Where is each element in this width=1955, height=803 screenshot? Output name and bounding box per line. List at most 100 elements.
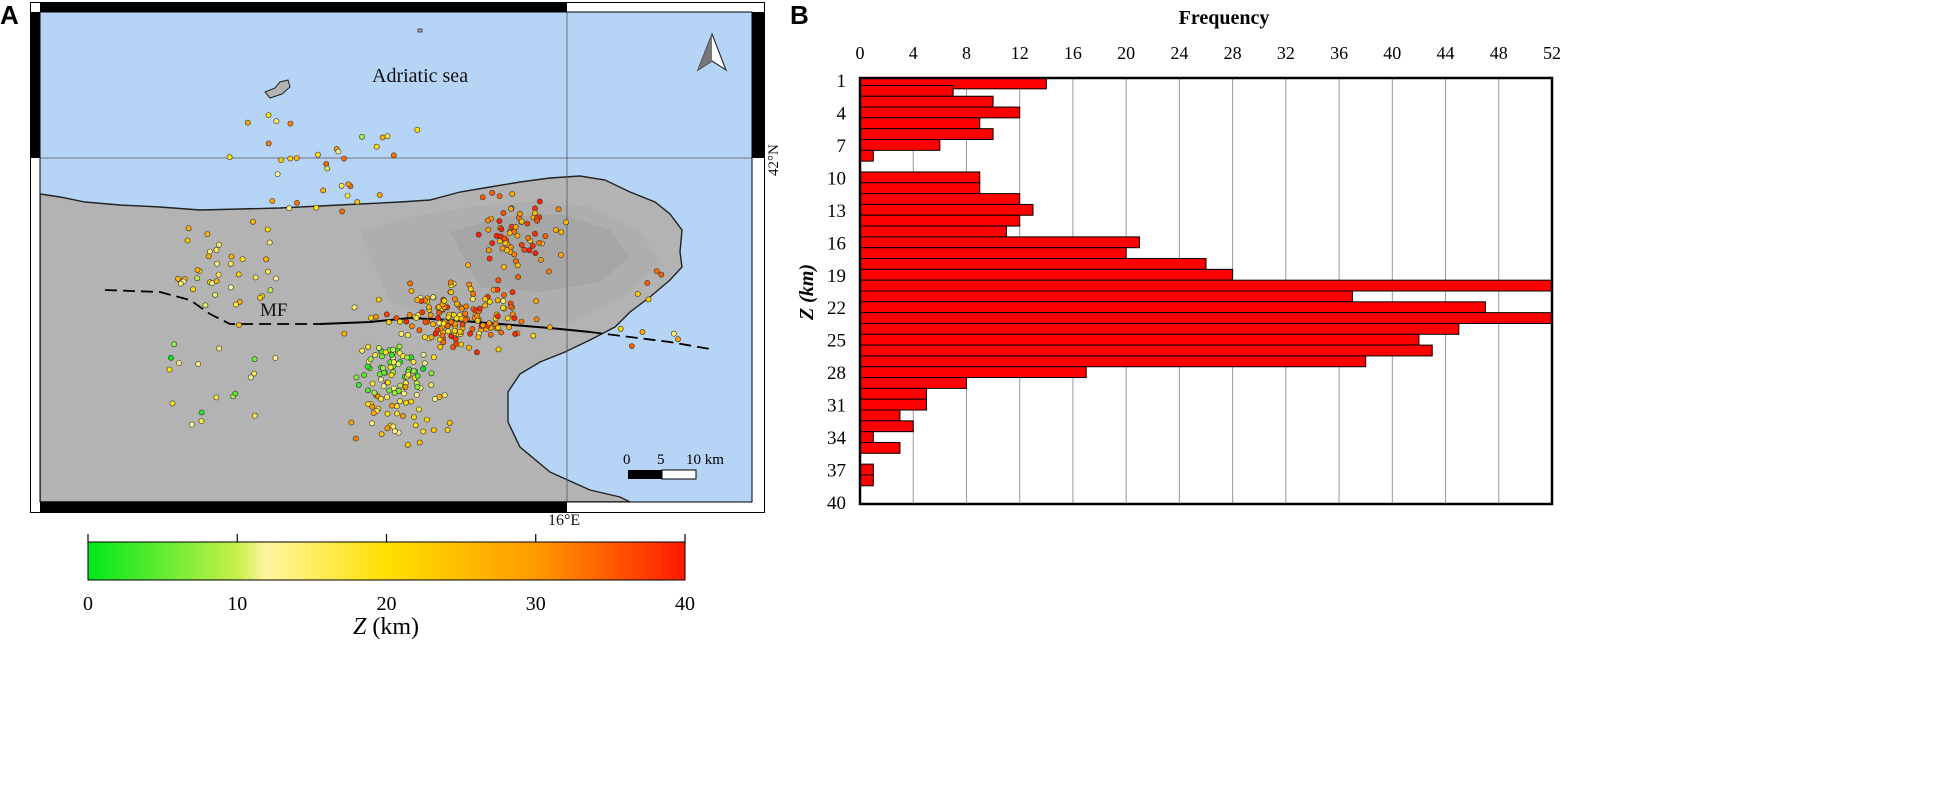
- epicenter-dot: [413, 392, 420, 398]
- epicenter-dot: [496, 193, 503, 200]
- epicenter-dot: [430, 427, 437, 433]
- epicenter-dot: [202, 302, 209, 309]
- epicenter-dot: [386, 387, 393, 394]
- bar-z-32: [859, 409, 901, 422]
- epicenter-dot: [530, 332, 537, 339]
- epicenter-dot: [239, 256, 246, 262]
- epicenter-dot: [500, 298, 507, 304]
- bar-z-26: [859, 344, 1433, 357]
- epicenter-dot: [384, 379, 391, 386]
- epicenter-dot: [552, 227, 559, 233]
- epicenter-dot: [188, 421, 195, 428]
- epicenter-dot: [441, 392, 448, 398]
- epicenter-dot: [416, 406, 422, 413]
- epicenter-dot: [406, 311, 413, 318]
- chart-title: Frequency: [1179, 7, 1270, 29]
- epicenter-dot: [286, 205, 293, 212]
- epicenter-dot: [293, 155, 300, 161]
- epicenter-dot: [500, 210, 507, 216]
- epicenter-dot: [555, 206, 562, 213]
- y-tick-label: 22: [827, 298, 846, 319]
- epicenter-dot: [338, 182, 345, 189]
- bar-z-22: [859, 301, 1486, 314]
- epicenter-dot: [414, 126, 421, 133]
- epicenter-dot: [403, 399, 409, 406]
- epicenter-dot: [532, 230, 538, 237]
- epicenter-dot: [251, 370, 258, 377]
- epicenter-dot: [422, 319, 429, 325]
- epicenter-dot: [166, 366, 173, 373]
- epicenter-dot: [486, 320, 493, 327]
- epicenter-dot: [215, 271, 222, 278]
- epicenter-dot: [274, 171, 281, 177]
- epicenter-dot: [252, 274, 259, 281]
- epicenter-dot: [371, 389, 378, 396]
- epicenter-dot: [413, 314, 420, 321]
- epicenter-dot: [194, 275, 201, 282]
- epicenter-dot: [508, 205, 514, 212]
- epicenter-dot: [396, 318, 403, 325]
- epicenter-dot: [384, 394, 390, 400]
- bar-z-21: [859, 290, 1353, 303]
- epicenter-dot: [345, 181, 352, 187]
- epicenter-dot: [205, 253, 212, 260]
- epicenter-dot: [448, 318, 455, 325]
- epicenter-dot: [428, 381, 435, 388]
- epicenter-dot: [457, 328, 463, 335]
- epicenter-dot: [287, 155, 294, 162]
- epicenter-dot: [441, 297, 448, 304]
- epicenter-dot: [430, 294, 437, 301]
- epicenter-dot: [532, 209, 538, 216]
- epicenter-dot: [444, 427, 451, 433]
- epicenter-dot: [419, 309, 426, 316]
- epicenter-dot: [509, 289, 516, 296]
- epicenter-dot: [484, 217, 491, 224]
- epicenter-dot: [467, 330, 473, 337]
- epicenter-dot: [273, 275, 279, 282]
- x-tick-label: 36: [1330, 43, 1348, 63]
- epicenter-dot: [525, 234, 532, 241]
- epicenter-dot: [257, 294, 264, 301]
- epicenter-dot: [486, 298, 493, 305]
- epicenter-dot: [452, 336, 459, 343]
- epicenter-dot: [389, 402, 395, 409]
- map-inner-frame: [39, 11, 753, 503]
- epicenter-dot: [396, 350, 403, 356]
- epicenter-dot: [494, 313, 501, 320]
- epicenter-dot: [474, 313, 481, 319]
- epicenter-dot: [495, 324, 501, 331]
- epicenter-dot: [267, 287, 274, 294]
- bar-z-17: [859, 247, 1127, 260]
- bar-z-13: [859, 203, 1034, 216]
- bar-z-24: [859, 322, 1460, 335]
- bar-z-7: [859, 139, 941, 151]
- epicenter-dot: [526, 247, 533, 254]
- y-tick-label: 4: [837, 103, 847, 124]
- epicenter-dot: [498, 329, 505, 336]
- bar-z-30: [859, 387, 928, 400]
- epicenter-dot: [383, 311, 390, 318]
- epicenter-dot: [511, 315, 518, 322]
- y-tick-label: 7: [837, 136, 847, 157]
- epicenter-dot: [514, 232, 521, 239]
- epicenter-dot: [482, 302, 488, 309]
- epicenter-dot: [432, 330, 439, 337]
- epicenter-dot: [390, 152, 397, 159]
- bar-z-27: [859, 355, 1367, 368]
- x-tick-label: 12: [1011, 43, 1029, 63]
- epicenter-dot: [426, 304, 432, 311]
- y-tick-label: 10: [827, 168, 846, 189]
- epicenter-dot: [341, 155, 347, 162]
- epicenter-dot: [382, 349, 389, 356]
- epicenter-dot: [463, 303, 469, 310]
- epicenter-dot: [430, 321, 436, 328]
- x-tick-label: 4: [909, 43, 918, 63]
- epicenter-dot: [500, 264, 507, 270]
- epicenter-dot: [177, 280, 184, 287]
- epicenter-dot: [265, 112, 272, 118]
- mattinata-fault-offshore: [589, 331, 711, 350]
- scale-bar: 0 5 10 km: [623, 452, 724, 480]
- epicenter-dot: [476, 305, 483, 312]
- epicenter-dot: [351, 304, 358, 311]
- epicenter-dot: [355, 381, 362, 388]
